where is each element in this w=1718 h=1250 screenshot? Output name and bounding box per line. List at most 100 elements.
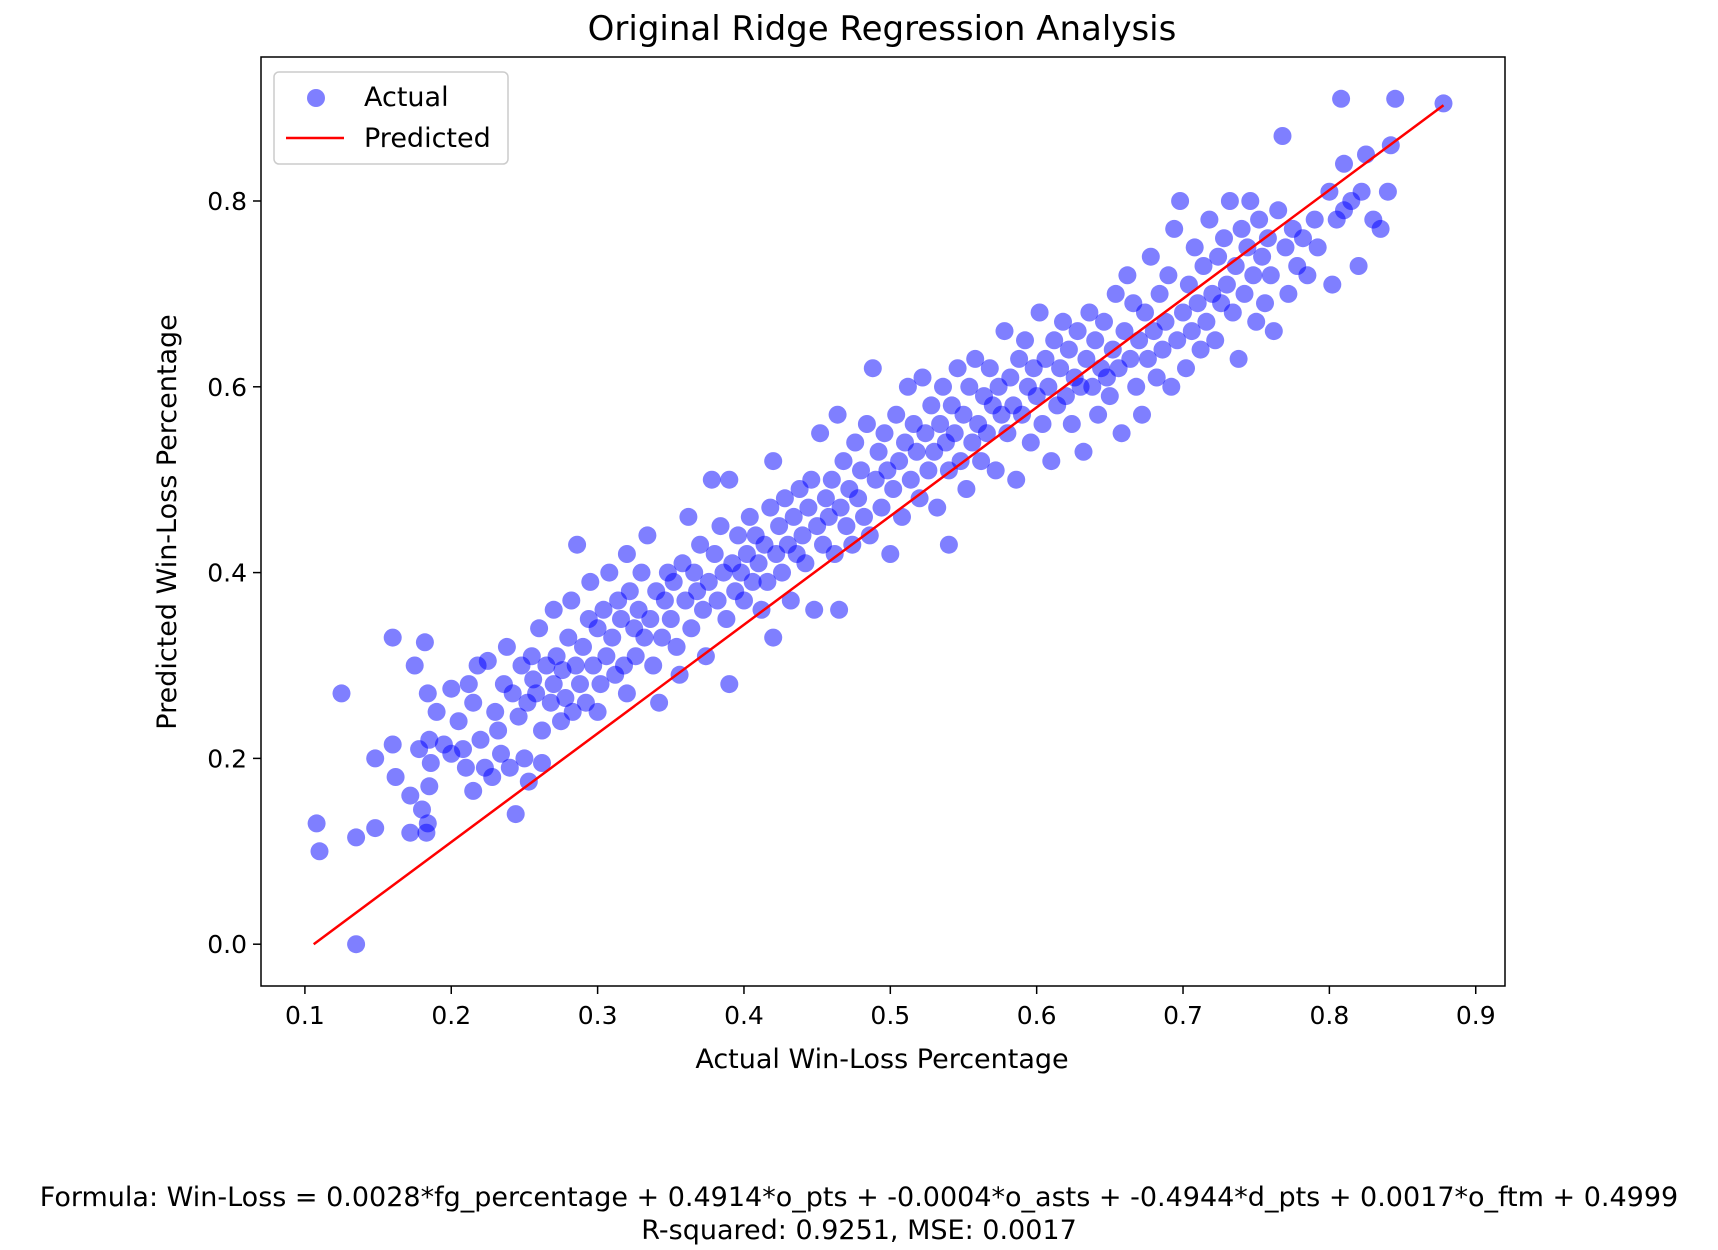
data-point (366, 819, 385, 838)
data-point (1357, 145, 1375, 164)
data-point (758, 572, 777, 591)
data-point (1241, 192, 1260, 210)
data-point (661, 610, 680, 628)
data-point (650, 693, 669, 712)
data-point (1010, 349, 1029, 368)
data-point (456, 758, 475, 777)
data-point (1077, 349, 1096, 368)
data-point (1177, 359, 1195, 378)
data-point (1217, 275, 1236, 294)
data-point (1054, 312, 1072, 331)
data-point (1030, 303, 1049, 322)
prediction-line-path (312, 104, 1445, 946)
data-point (588, 619, 607, 638)
data-point (743, 572, 762, 591)
data-point (638, 526, 657, 545)
data-point (702, 470, 721, 489)
x-tick-label: 0.7 (1163, 1001, 1203, 1030)
x-axis-label: Actual Win-Loss Percentage (695, 1044, 1068, 1075)
data-point (519, 772, 538, 791)
data-point (910, 489, 929, 508)
data-point (541, 693, 560, 712)
x-tick-label: 0.5 (870, 1001, 910, 1030)
x-tick-label: 0.4 (724, 1001, 764, 1030)
data-point (781, 591, 800, 610)
data-point (1232, 219, 1251, 238)
data-point (1162, 377, 1181, 396)
data-point (489, 721, 508, 740)
y-tick-label: 0.8 (207, 187, 247, 216)
data-point (1247, 312, 1266, 331)
data-point (632, 563, 651, 582)
data-point (1106, 284, 1125, 303)
data-point (581, 572, 600, 591)
data-point (386, 768, 405, 786)
data-point (1036, 349, 1055, 368)
data-point (1021, 433, 1040, 452)
data-point (1279, 284, 1298, 303)
data-point (934, 377, 952, 396)
data-point (708, 591, 727, 610)
data-point (454, 740, 472, 759)
data-point (1159, 266, 1178, 285)
data-point (1206, 331, 1225, 350)
data-point (653, 628, 671, 647)
legend-actual-marker (307, 89, 325, 107)
data-point (641, 610, 660, 628)
data-point (1179, 275, 1198, 294)
data-point (1191, 340, 1210, 359)
data-point (612, 610, 630, 628)
data-point (1001, 368, 1020, 387)
data-point (603, 628, 622, 647)
data-point (775, 489, 794, 508)
data-point (1185, 238, 1204, 257)
data-point (907, 442, 926, 461)
data-point (547, 647, 566, 666)
data-point (831, 498, 850, 517)
data-point (600, 563, 619, 582)
y-tick-label: 0.6 (207, 373, 247, 402)
data-point (591, 675, 610, 694)
data-point (464, 693, 483, 712)
data-point (1238, 238, 1257, 257)
data-point (617, 545, 636, 563)
data-point (855, 507, 873, 526)
data-point (852, 461, 870, 480)
data-point (1115, 322, 1134, 341)
data-point (1305, 210, 1324, 229)
data-point (588, 702, 607, 721)
data-point (405, 656, 424, 675)
data-point (1083, 377, 1102, 396)
data-point (524, 670, 543, 689)
data-point (1235, 284, 1254, 303)
data-point (720, 470, 739, 489)
data-point (1269, 201, 1288, 220)
data-point (1308, 238, 1327, 257)
data-point (1229, 349, 1248, 368)
data-point (890, 452, 909, 471)
data-point (635, 628, 654, 647)
data-point (1089, 405, 1108, 424)
data-point (1165, 219, 1184, 238)
data-point (922, 396, 941, 415)
data-point (533, 721, 551, 740)
data-point (1112, 424, 1131, 443)
data-point (849, 489, 868, 508)
data-point (421, 754, 440, 772)
legend-predicted-label: Predicted (364, 123, 491, 154)
data-point (872, 498, 891, 517)
data-point (420, 730, 439, 749)
data-point (620, 582, 639, 601)
data-point (1039, 377, 1058, 396)
data-point (963, 433, 982, 452)
data-point (711, 517, 730, 536)
data-point (1276, 238, 1295, 257)
data-point (1250, 210, 1269, 229)
x-tick-label: 0.1 (285, 1001, 325, 1030)
data-point (347, 828, 366, 847)
data-point (796, 554, 815, 573)
data-point (533, 754, 551, 772)
data-point (597, 647, 616, 666)
x-axis: 0.1 0.2 0.3 0.4 0.5 0.6 0.7 0.8 0.9 (285, 986, 1496, 1030)
data-point (1150, 284, 1169, 303)
